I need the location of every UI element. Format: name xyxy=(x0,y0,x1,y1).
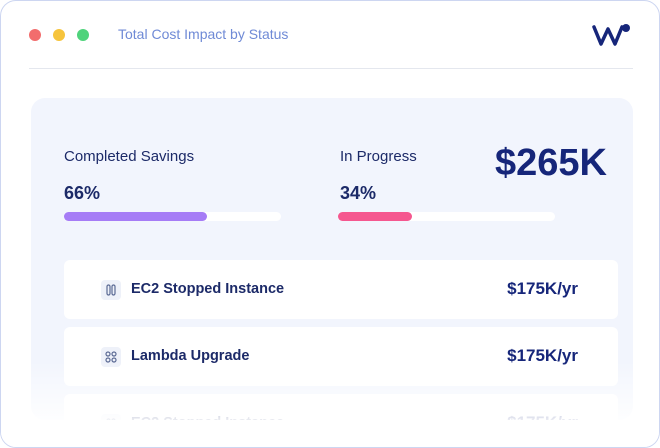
close-dot[interactable] xyxy=(29,29,41,41)
icon-glyph xyxy=(106,418,116,420)
progress-percent: 34% xyxy=(340,183,377,203)
item-row: Lambda Upgrade $175K/yr xyxy=(64,327,618,386)
item-value: $175K/yr xyxy=(507,413,578,420)
minimize-dot[interactable] xyxy=(53,29,65,41)
progress-fill xyxy=(338,212,412,221)
item-row: EC2 Stopped Instance $175K/yr xyxy=(64,260,618,319)
item-icon xyxy=(101,347,121,367)
progress-track xyxy=(338,212,555,221)
progress-label: In Progress xyxy=(340,148,417,165)
item-name: EC2 Stopped Instance xyxy=(131,415,284,420)
total-value: $265K xyxy=(495,142,607,184)
item-name: EC2 Stopped Instance xyxy=(131,281,285,297)
maximize-dot[interactable] xyxy=(77,29,89,41)
icon-glyph xyxy=(106,284,116,296)
progress-label: Completed Savings xyxy=(64,148,195,165)
progress-track xyxy=(64,212,281,221)
item-value: $175K/yr xyxy=(507,279,578,298)
divider xyxy=(29,68,633,69)
item-name: Lambda Upgrade xyxy=(131,348,250,364)
icon-glyph xyxy=(105,351,117,363)
item-value: $175K/yr xyxy=(507,346,578,365)
item-row: EC2 Stopped Instance $175K/yr xyxy=(64,394,618,420)
progress-fill xyxy=(64,212,208,221)
logo xyxy=(592,24,630,46)
progress-percent: 66% xyxy=(64,183,101,203)
item-icon xyxy=(101,280,121,300)
summary-card: $265K Completed Savings 66% In Progress 34%… xyxy=(31,98,633,420)
window-title: Total Cost Impact by Status xyxy=(118,26,289,42)
item-icon xyxy=(101,414,121,420)
